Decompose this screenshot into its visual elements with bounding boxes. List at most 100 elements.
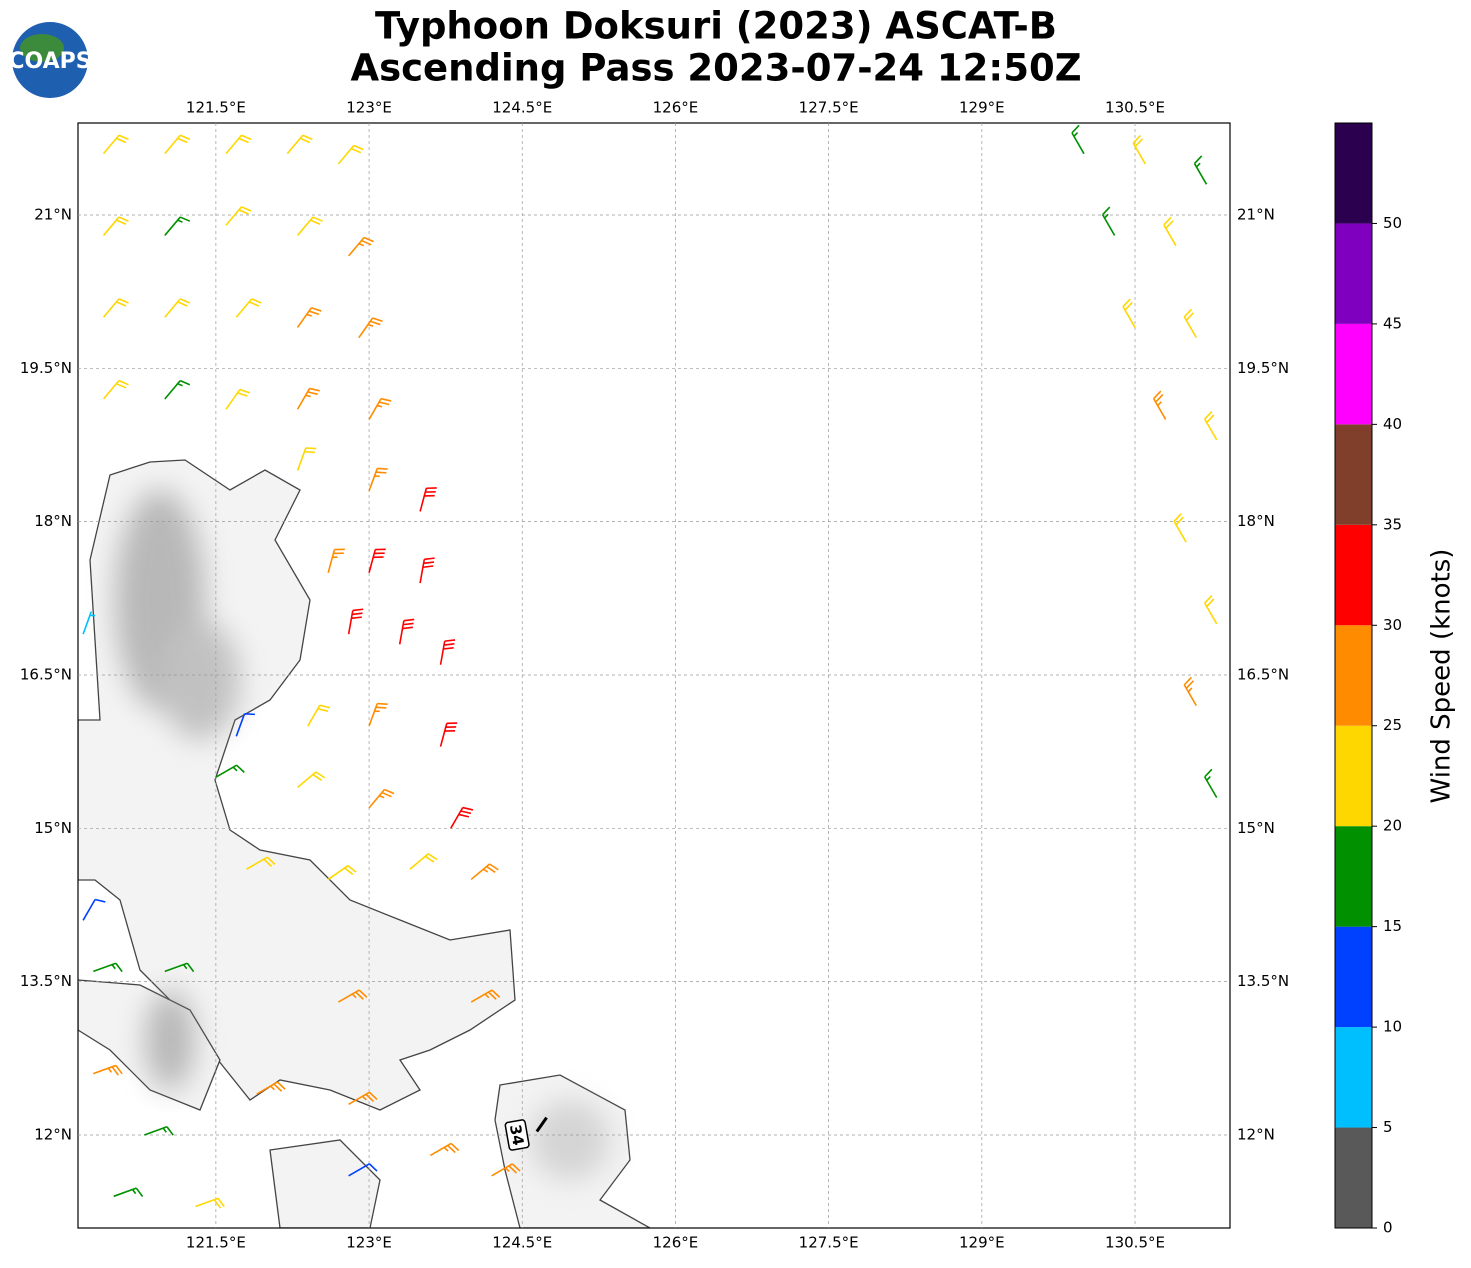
wind-barb (1204, 768, 1218, 799)
wind-barb (256, 1081, 286, 1095)
wind-barb (195, 1197, 225, 1209)
wind-barb (93, 962, 123, 973)
wind-barb (409, 853, 438, 870)
wind-barb (337, 144, 364, 165)
colorbar-tick-label: 25 (1383, 716, 1402, 734)
logo-text: COAPS (8, 49, 91, 74)
land (78, 459, 652, 1228)
wind-barb (164, 379, 191, 400)
logo-land (20, 34, 64, 62)
wind-barb (338, 989, 368, 1003)
x-tick-label: 127.5°E (799, 1234, 859, 1252)
storm-marker: 34 (504, 1116, 548, 1151)
y-tick-label: 12°N (1237, 1125, 1275, 1143)
colorbar-label: Wind Speed (knots) (1427, 549, 1457, 804)
x-tick-label: 124.5°E (492, 99, 552, 117)
wind-barb (93, 1064, 123, 1076)
x-tick-label: 121.5°E (186, 99, 246, 117)
y-tick-label: 21°N (1237, 205, 1275, 223)
wind-barb (225, 134, 252, 155)
wind-barb (164, 216, 191, 236)
wind-barb (225, 388, 251, 410)
wind-barb (1163, 216, 1177, 247)
wind-barb (398, 618, 415, 645)
coastline (269, 1139, 381, 1228)
wind-barb (368, 788, 395, 809)
wind-barb (246, 856, 276, 870)
wind-barb (358, 317, 383, 339)
wind-barb (470, 989, 501, 1003)
colorbar-tick-label: 30 (1383, 616, 1402, 634)
wind-barb (296, 447, 317, 471)
wind-barb (102, 134, 129, 155)
colorbar-tick-label: 40 (1383, 415, 1402, 433)
wind-barb (368, 702, 388, 727)
x-tick-label: 127.5°E (799, 99, 859, 117)
storm-arrow (535, 1116, 548, 1133)
x-tick-label: 130.5°E (1105, 1234, 1165, 1252)
wind-barb (235, 298, 262, 318)
map-frame (77, 122, 1231, 1229)
colorbar-segment (1335, 223, 1372, 324)
x-tick-label: 123°E (346, 1234, 392, 1252)
wind-barb (113, 1187, 144, 1198)
colorbar-tick-label: 10 (1383, 1018, 1402, 1036)
colorbar-segment (1335, 926, 1372, 1028)
wind-barb (327, 865, 357, 881)
x-tick-label: 123°E (346, 99, 392, 117)
wind-barb (368, 397, 392, 420)
wind-barb (102, 298, 129, 318)
y-tick-label: 16.5°N (1237, 665, 1289, 683)
colorbar-segment (1335, 625, 1372, 726)
x-tick-label: 130.5°E (1105, 99, 1165, 117)
wind-barb (1122, 298, 1136, 328)
wind-barb (491, 1163, 521, 1177)
x-tick-label: 126°E (653, 1234, 699, 1252)
wind-barb (164, 134, 191, 155)
wind-barb (439, 639, 456, 665)
storm-intensity: 34 (506, 1123, 527, 1147)
y-tick-label: 12°N (34, 1125, 72, 1143)
wind-barb (164, 962, 195, 973)
y-tick-label: 19.5°N (20, 359, 72, 377)
colorbar-tick-label: 50 (1383, 214, 1402, 232)
colorbar-tick-label: 5 (1383, 1118, 1393, 1136)
wind-barb (1101, 206, 1116, 236)
wind-barb (225, 206, 252, 226)
chart-subtitle: Ascending Pass 2023-07-24 12:50Z (350, 47, 1081, 90)
x-tick-label: 129°E (959, 1234, 1005, 1252)
wind-barb (1204, 410, 1218, 441)
wind-barb (102, 216, 129, 236)
wind-barb (164, 298, 191, 318)
wind-barb (348, 1163, 378, 1177)
wind-barb (82, 898, 106, 921)
y-tick-label: 13.5°N (1237, 972, 1289, 990)
wind-barb (470, 863, 499, 881)
wind-barb (368, 548, 386, 573)
y-tick-label: 16.5°N (20, 665, 72, 683)
wind-barb (348, 236, 374, 257)
colorbar-segment (1335, 524, 1372, 626)
y-tick-label: 18°N (34, 512, 72, 530)
colorbar-tick-label: 45 (1383, 314, 1402, 332)
wind-barb (102, 379, 129, 400)
y-tick-label: 18°N (1237, 512, 1275, 530)
wind-barb (1132, 134, 1146, 165)
x-tick-label: 124.5°E (492, 1234, 552, 1252)
colorbar-segment (1335, 725, 1372, 827)
y-tick-label: 15°N (1237, 819, 1275, 837)
colorbar-tick-label: 35 (1383, 515, 1402, 533)
colorbar-segment (1335, 826, 1372, 927)
wind-barb (348, 1091, 378, 1106)
x-tick-label: 121.5°E (186, 1234, 246, 1252)
wind-barb (1173, 513, 1187, 543)
terrain (115, 490, 610, 1180)
x-tick-label: 126°E (653, 99, 699, 117)
wind-barb (439, 722, 458, 747)
wind-barb (82, 611, 96, 635)
wind-barb (419, 557, 435, 584)
wind-barb (1183, 676, 1197, 707)
colorbar-segment (1335, 424, 1372, 525)
